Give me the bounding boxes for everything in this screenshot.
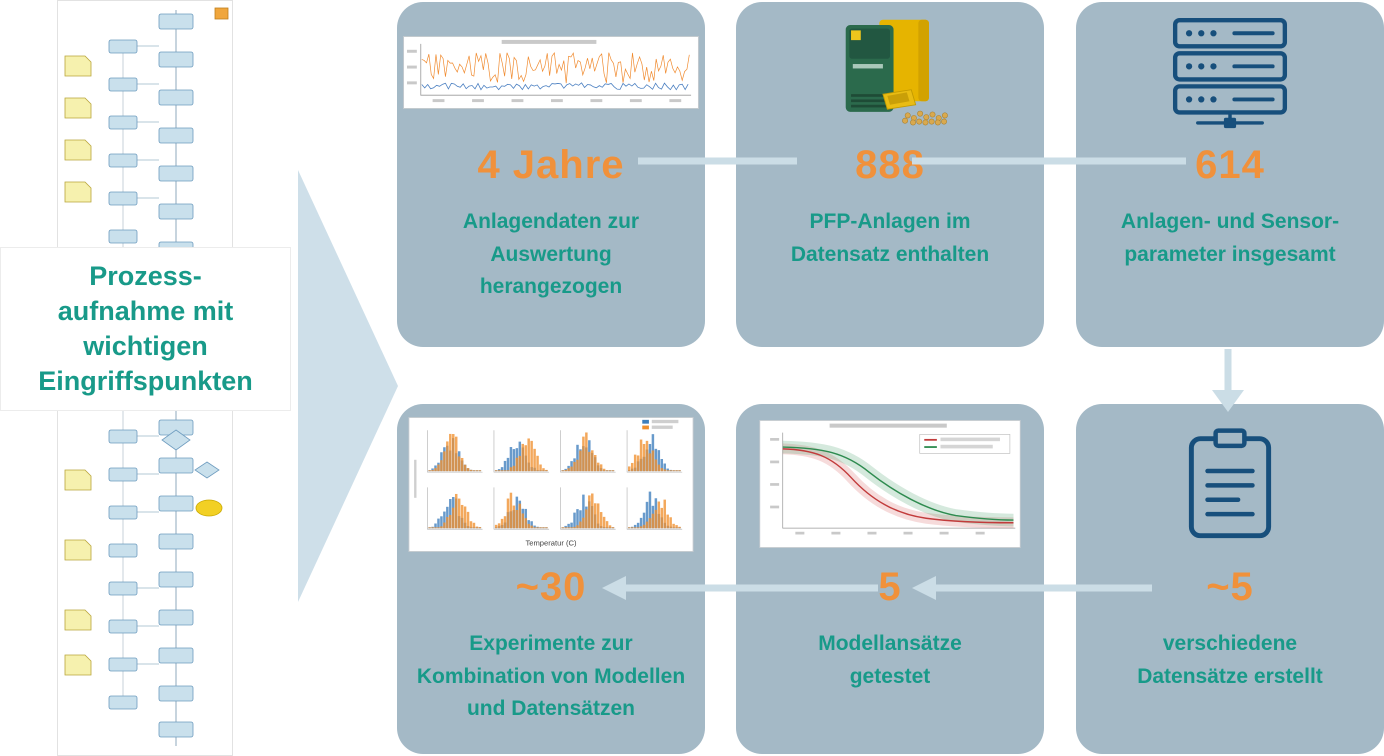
- big-right-arrow: [298, 170, 398, 602]
- process-label: Prozess- aufnahme mit wichtigen Eingriff…: [0, 247, 291, 411]
- stat-caption: Experimente zur Kombination von Modellen…: [416, 632, 686, 721]
- stat-card-datasets: ~5 verschiedene Datensätze erstellt: [1076, 404, 1384, 754]
- threshold-chart-image: [759, 420, 1021, 548]
- stat-number: ~5: [1206, 565, 1254, 609]
- stat-caption: Anlagendaten zur Auswertung herangezogen: [462, 210, 640, 299]
- stat-number: 614: [1195, 143, 1265, 187]
- timeseries-chart-image: [403, 35, 699, 109]
- server-stack-icon: [1172, 18, 1288, 129]
- stat-caption: PFP-Anlagen im Datensatz enthalten: [790, 210, 990, 266]
- histogram-grid-image: Temperatur (C): [408, 416, 694, 552]
- stat-card-years: 4 Jahre Anlagendaten zur Auswertung hera…: [397, 2, 705, 347]
- stat-caption: Modellansätze getestet: [818, 632, 962, 688]
- stat-caption: Anlagen- und Sensor- parameter insgesamt: [1120, 210, 1340, 266]
- process-label-text: Prozess- aufnahme mit wichtigen Eingriff…: [38, 260, 253, 397]
- card-media: [736, 404, 1044, 564]
- pellet-boiler-image: [845, 19, 948, 126]
- histogram-x-axis-label: Temperatur (C): [525, 538, 577, 547]
- clipboard-icon: [1188, 427, 1272, 538]
- stat-number: 5: [878, 565, 902, 609]
- card-media: [1076, 404, 1384, 564]
- card-media: [1076, 2, 1384, 142]
- stat-number: 888: [855, 143, 925, 187]
- stat-card-models: 5 Modellansätze getestet: [736, 404, 1044, 754]
- stat-number: ~30: [515, 565, 587, 609]
- stat-number: 4 Jahre: [477, 143, 625, 187]
- card-media: [397, 2, 705, 142]
- card-media: Temperatur (C): [397, 404, 705, 564]
- stat-caption: verschiedene Datensätze erstellt: [1137, 632, 1323, 688]
- card-media: [736, 2, 1044, 142]
- stat-card-experiments: Temperatur (C) ~30 Experimente zur Kombi…: [397, 404, 705, 754]
- stat-card-parameters: 614 Anlagen- und Sensor- parameter insge…: [1076, 2, 1384, 347]
- stat-card-plants: 888 PFP-Anlagen im Datensatz enthalten: [736, 2, 1044, 347]
